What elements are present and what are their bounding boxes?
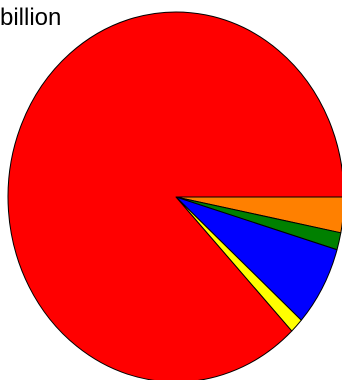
pie-slices — [7, 11, 342, 380]
pie-slice-5 — [7, 11, 342, 380]
chart-title: billion — [0, 4, 62, 31]
